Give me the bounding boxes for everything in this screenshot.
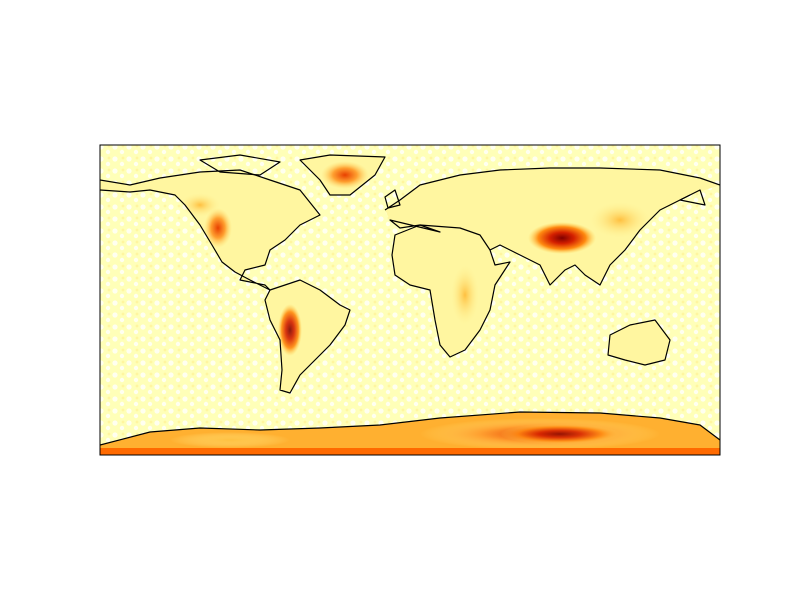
map-frame: [99, 144, 721, 456]
map-field: [100, 145, 720, 455]
heat-blobs: [100, 161, 720, 455]
coastlines: [100, 154, 720, 446]
